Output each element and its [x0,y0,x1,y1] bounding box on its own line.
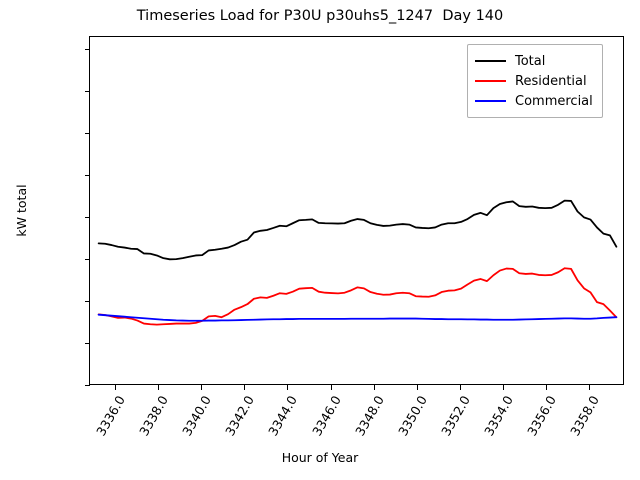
legend-label: Residential [515,73,587,89]
legend-item-residential: Residential [475,71,593,91]
x-tick-mark [416,385,418,390]
x-axis-label: Hour of Year [281,450,359,465]
x-tick-mark [114,385,116,390]
series-line-residential [97,267,618,326]
chart-legend: Total Residential Commercial [467,44,603,118]
x-tick-label: 3336.0 [93,393,128,439]
x-tick-label: 3358.0 [567,393,603,439]
x-tick-label: 3356.0 [524,393,560,439]
y-tick-mark [85,301,90,303]
legend-label: Commercial [515,93,593,109]
legend-swatch-total [475,60,506,62]
legend-swatch-commercial [475,100,506,102]
x-tick-mark [201,385,203,390]
series-line-total [97,199,618,261]
legend-item-total: Total [475,51,593,71]
y-tick-mark [85,133,90,135]
y-tick-mark [85,217,90,219]
series-line-commercial [97,313,618,322]
x-tick-mark [287,385,289,390]
x-tick-label: 3346.0 [308,393,344,439]
x-tick-label: 3348.0 [351,393,387,439]
x-tick-mark [158,385,160,390]
legend-label: Total [515,53,546,69]
y-tick-mark [85,385,90,386]
x-tick-mark [460,385,462,390]
x-tick-label: 3338.0 [136,393,172,439]
legend-item-commercial: Commercial [475,91,593,111]
y-tick-mark [85,91,90,93]
x-tick-mark [330,385,332,390]
y-tick-mark [85,49,90,51]
chart-title: Timeseries Load for P30U p30uhs5_1247 Da… [136,8,504,24]
y-tick-mark [85,175,90,177]
x-tick-label: 3344.0 [265,393,301,439]
x-tick-mark [546,385,548,390]
x-tick-mark [373,385,375,390]
x-tick-mark [503,385,505,390]
x-tick-mark [589,385,591,390]
legend-swatch-residential [475,80,506,82]
series-lines [97,199,618,326]
y-axis-label: kW total [14,184,29,237]
x-tick-label: 3354.0 [481,393,517,439]
y-tick-mark [85,343,90,345]
x-tick-mark [244,385,246,390]
y-tick-mark [85,259,90,261]
x-tick-label: 3340.0 [179,393,215,439]
x-tick-label: 3350.0 [395,393,430,439]
x-tick-label: 3352.0 [438,393,474,439]
x-tick-label: 3342.0 [222,393,258,439]
